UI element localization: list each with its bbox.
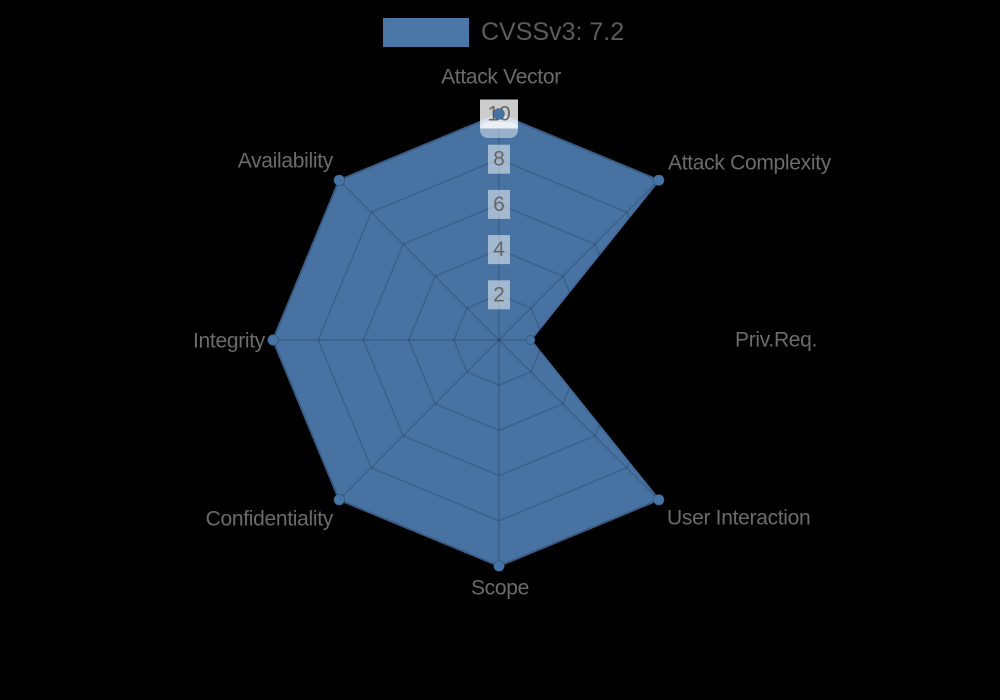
tick-backdrop-6 [488, 189, 510, 219]
top-vertex-halo [480, 122, 518, 138]
axis-line-3 [498, 339, 660, 501]
legend[interactable]: CVSSv3: 7.2 [383, 18, 624, 47]
axis-label-attack-vector: Attack Vector [441, 66, 561, 89]
data-point-user-interaction [652, 493, 665, 506]
tick-backdrop-8 [488, 144, 510, 174]
axis-line-5 [338, 339, 500, 501]
tick-label-6: 6 [493, 193, 505, 216]
grid-ring-4 [407, 248, 591, 432]
axis-label-confidentiality: Confidentiality [206, 508, 334, 531]
data-point-attack-vector [493, 108, 505, 120]
legend-swatch [383, 18, 469, 47]
data-point-priv-req- [525, 335, 536, 345]
data-point-attack-complexity [652, 174, 665, 187]
grid-ring-6 [362, 203, 636, 477]
data-point-confidentiality [333, 493, 346, 506]
axis-label-priv-req: Priv.Req. [735, 329, 817, 352]
data-point-integrity [267, 334, 279, 346]
axis-label-scope: Scope [471, 577, 529, 600]
tick-label-4: 4 [493, 238, 505, 261]
grid-ring-2 [453, 294, 545, 386]
tick-backdrop-4 [488, 235, 510, 265]
legend-label: CVSSv3: 7.2 [481, 18, 625, 46]
tick-label-2: 2 [493, 283, 505, 306]
tick-label-8: 8 [493, 148, 505, 171]
tick-backdrop-2 [488, 280, 510, 310]
axis-line-1 [498, 179, 660, 341]
axis-label-availability: Availability [238, 150, 334, 173]
data-point-availability [333, 174, 346, 187]
axis-label-attack-complexity: Attack Complexity [668, 152, 832, 175]
axis-line-7 [338, 179, 500, 341]
grid-ring-8 [317, 158, 681, 522]
data-point-scope [493, 560, 505, 572]
axis-label-user-interaction: User Interaction [667, 507, 810, 530]
axis-label-integrity: Integrity [193, 330, 266, 353]
